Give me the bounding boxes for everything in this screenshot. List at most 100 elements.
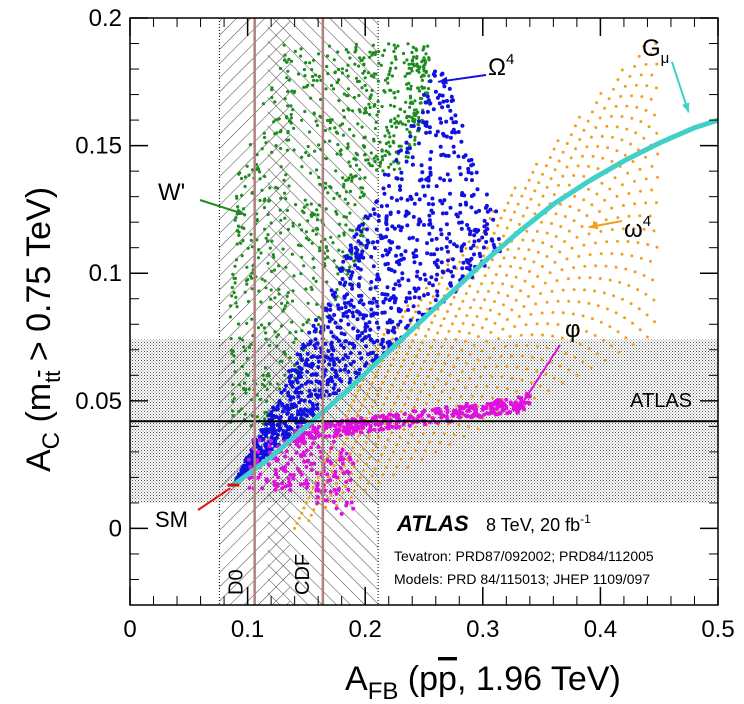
wprime-point (309, 202, 313, 206)
phi-point (329, 446, 334, 451)
omega4-point (633, 179, 636, 183)
big-omega4-point (388, 320, 393, 325)
omega4-point (585, 330, 588, 333)
wprime-point (413, 118, 417, 122)
omega4-point (447, 422, 450, 426)
wprime-point (235, 242, 239, 246)
omega4-point (655, 131, 659, 135)
wprime-point (333, 126, 337, 130)
wprime-point (264, 141, 268, 145)
omega4-point (417, 440, 421, 444)
big-omega4-point (435, 258, 440, 263)
big-omega4-point (408, 134, 413, 139)
wprime-point (246, 246, 250, 250)
omega4-point (368, 387, 372, 390)
big-omega4-point (345, 292, 350, 297)
wprime-point (332, 196, 336, 201)
omega4-point (461, 322, 465, 325)
omega4-point (295, 521, 299, 525)
big-omega4-point (494, 209, 499, 214)
omega4-point (650, 164, 654, 168)
wprime-point (231, 392, 235, 396)
big-omega4-point (395, 198, 399, 203)
wprime-point (417, 67, 421, 71)
big-omega4-point (472, 252, 476, 257)
big-omega4-point (387, 184, 391, 188)
big-omega4-point (357, 300, 362, 305)
phi-point (260, 486, 265, 491)
big-omega4-point (302, 344, 307, 349)
omega4-point (326, 455, 330, 459)
big-omega4-point (359, 229, 364, 234)
wprime-point (363, 108, 367, 112)
wprime-point (260, 188, 264, 192)
phi-point (527, 401, 532, 406)
big-omega4-point (301, 410, 306, 415)
big-omega4-point (308, 339, 313, 344)
omega4-point (610, 114, 613, 118)
y-axis-title: AC (mtt > 0.75 TeV) (20, 187, 65, 472)
big-omega4-point (311, 323, 316, 328)
wprime-point (344, 48, 348, 52)
wprime-point (264, 331, 268, 335)
omega4-point (302, 506, 306, 510)
wprime-point (382, 48, 387, 53)
big-omega4-point (323, 368, 328, 373)
wprime-point (326, 118, 330, 123)
big-omega4-point (363, 335, 368, 340)
omega4-point (630, 94, 634, 98)
big-omega4-point (307, 330, 312, 335)
big-omega4-point (456, 130, 461, 134)
big-omega4-point (361, 316, 366, 321)
wprime-point (426, 91, 430, 95)
omega4-point (410, 433, 414, 437)
wprime-point (403, 110, 407, 114)
omega4-point (520, 378, 524, 382)
wprime-point (287, 78, 291, 82)
big-omega4-point (361, 255, 366, 260)
wprime-point (390, 74, 394, 78)
omega4-point (537, 181, 541, 185)
omega4-point (633, 64, 637, 68)
wprime-point (324, 157, 328, 161)
omega4-point (599, 252, 603, 256)
wprime-point (329, 235, 333, 239)
wprime-point (292, 274, 296, 278)
omega4-point (556, 139, 560, 143)
big-omega4-point (286, 432, 291, 437)
omega4-point (408, 345, 412, 349)
big-omega4-point (350, 286, 355, 291)
omega4-point (424, 449, 428, 453)
omega4-point (406, 395, 410, 399)
wprime-point (358, 195, 362, 199)
wprime-point (317, 203, 321, 207)
big-omega4-point (299, 416, 304, 421)
big-omega4-point (360, 338, 365, 343)
wprime-point (344, 223, 348, 227)
big-omega4-point (340, 277, 345, 281)
big-omega4-point (275, 422, 280, 427)
big-omega4-point (346, 369, 351, 374)
big-omega4-point (309, 407, 314, 412)
omega4-point (631, 343, 635, 347)
big-omega4-point (471, 192, 476, 197)
big-omega4-point (329, 352, 334, 357)
omega4-point (540, 220, 544, 224)
omega4-point (639, 120, 643, 124)
omega4-point (373, 467, 377, 471)
big-omega4-point (433, 89, 438, 94)
phi-point (315, 495, 320, 499)
wprime-point (363, 135, 367, 139)
wprime-point (354, 45, 358, 50)
omega4-point (632, 227, 636, 231)
wprime-point (278, 208, 282, 212)
wprime-point (279, 218, 283, 222)
phi-point (328, 424, 333, 429)
wprime-point (341, 250, 345, 254)
big-omega4-point (484, 192, 489, 197)
big-omega4-point (461, 260, 466, 265)
phi-point (256, 475, 261, 480)
wprime-point (413, 142, 417, 146)
omega4-point (634, 131, 638, 135)
wprime-point (235, 229, 239, 233)
